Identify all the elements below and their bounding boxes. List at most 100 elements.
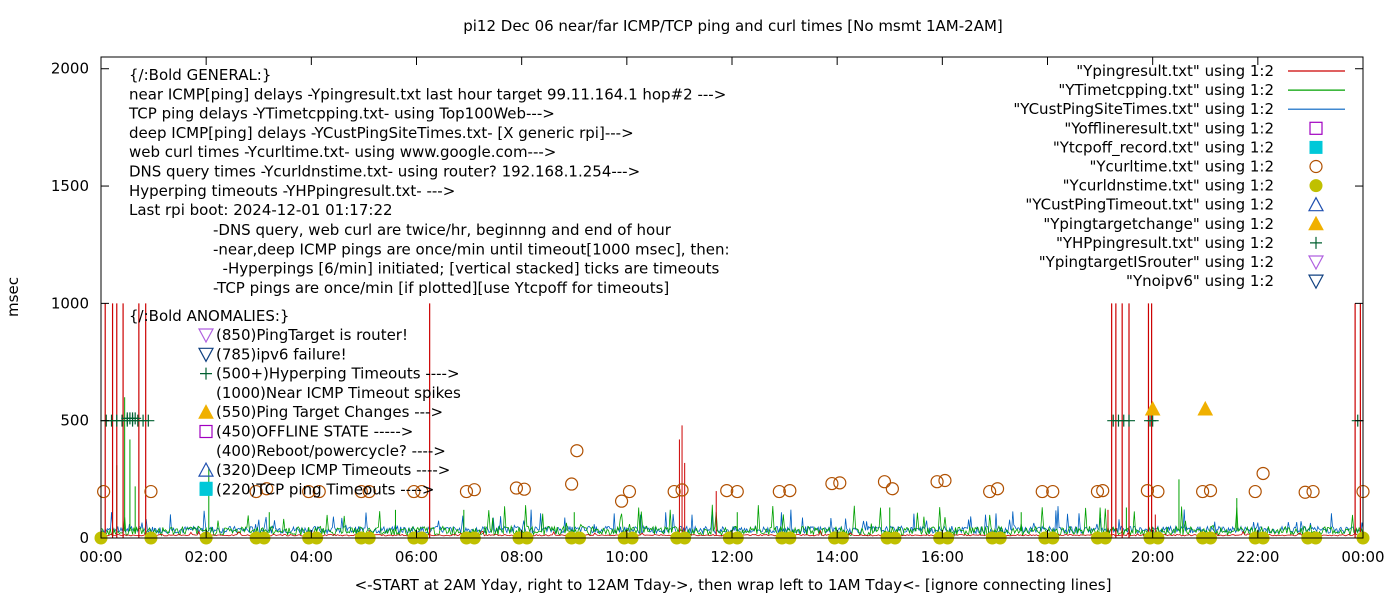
y-tick-label: 0: [79, 529, 89, 547]
curl-time-point: [517, 482, 531, 496]
legend-symbol-sample: [1307, 255, 1325, 271]
annotation-anomaly-symbol: [199, 424, 213, 439]
legend-label: "YCustPingTimeout.txt" using 1:2: [1025, 196, 1274, 214]
legend-label: "Ycurldnstime.txt" using 1:2: [1063, 177, 1274, 195]
curl-time-point: [565, 477, 579, 491]
annotation-anomaly-line: (320)Deep ICMP Timeouts ---->: [216, 461, 450, 479]
curl-time-point: [772, 484, 786, 499]
legend-label: "Ycurltime.txt" using 1:2: [1089, 158, 1274, 176]
curl-time-point: [509, 481, 524, 495]
curl-time-point: [1203, 484, 1218, 498]
x-tick-label: 00:00: [1341, 548, 1384, 566]
x-tick-label: 06:00: [395, 548, 438, 566]
curl-time-point: [144, 484, 158, 499]
y-tick-label: 500: [60, 412, 89, 430]
curl-time-point: [97, 484, 111, 499]
curl-time-point: [249, 484, 263, 499]
legend-label: "YTimetcpping.txt" using 1:2: [1058, 81, 1274, 99]
y-tick-label: 2000: [51, 60, 89, 78]
curl-time-point: [1151, 484, 1165, 499]
curl-time-point: [930, 475, 944, 489]
curl-time-point: [938, 473, 952, 488]
curl-time-point: [1248, 484, 1262, 499]
x-tick-label: 20:00: [1131, 548, 1174, 566]
axes: 0 500 1000 1500 2000 00:00 02:00 04:00 06:00 08:0…: [51, 57, 1385, 566]
annotation-general-line: near ICMP[ping] delays -Ypingresult.txt …: [129, 85, 726, 103]
legend-symbol-sample: [1309, 140, 1323, 154]
annotation-general-line: Last rpi boot: 2024-12-01 01:17:22: [129, 201, 393, 219]
annotation-general-line: Hyperping timeouts -YHPpingresult.txt- -…: [129, 182, 455, 200]
legend-label: "Ypingresult.txt" using 1:2: [1076, 62, 1274, 80]
curl-time-point: [1140, 484, 1155, 498]
curl-time-point: [667, 484, 681, 499]
annotation-anomaly-line: (1000)Near ICMP Timeout spikes: [216, 384, 461, 402]
annotation-note-line: -TCP pings are once/min [if plotted][use…: [213, 279, 669, 297]
x-tick-label: 00:00: [79, 548, 122, 566]
legend-symbol-sample: [1309, 179, 1323, 193]
curl-time-point: [1035, 484, 1049, 499]
curl-time-point: [362, 484, 376, 499]
x-tick-label: 16:00: [921, 548, 964, 566]
legend: "Ypingresult.txt" using 1:2"YTimetcpping…: [1013, 62, 1345, 290]
x-tick-label: 22:00: [1236, 548, 1279, 566]
annotation-anomaly-line: (785)ipv6 failure!: [216, 345, 347, 363]
annotation-general-line: web curl times -Ycurltime.txt- using www…: [129, 143, 556, 161]
legend-label: "Ytcpoff_record.txt" using 1:2: [1053, 138, 1274, 157]
curl-time-point: [260, 482, 274, 496]
x-axis-label: <-START at 2AM Yday, right to 12AM Tday-…: [355, 576, 1112, 594]
annotation-anomaly-line: (500+)Hyperping Timeouts ---->: [216, 365, 460, 383]
legend-label: "Ynoipv6" using 1:2: [1126, 272, 1274, 290]
curl-time-point: [675, 483, 689, 497]
curl-time-point: [877, 475, 892, 489]
curl-time-point: [1090, 484, 1105, 499]
curl-time-point: [415, 484, 429, 499]
x-tick-label: 18:00: [1026, 548, 1069, 566]
curl-time-point: [354, 484, 368, 499]
legend-symbol-sample: [1309, 121, 1323, 135]
curl-time-point: [459, 484, 474, 499]
annotation-anomaly-symbol: [199, 482, 213, 496]
annotation-anomaly-symbol: [197, 328, 215, 344]
curl-time-point: [885, 482, 899, 496]
curl-time-point: [825, 476, 839, 491]
annotations: {/:Bold GENERAL:}near ICMP[ping] delays …: [128, 66, 730, 498]
legend-label: "Ypingtargetchange" using 1:2: [1043, 215, 1274, 233]
curl-time-point: [983, 484, 997, 499]
curl-time-point: [570, 444, 584, 458]
x-tick-label: 14:00: [816, 548, 859, 566]
annotation-anomalies-title: {/:Bold ANOMALIES:}: [129, 307, 289, 325]
x-tick-label: 04:00: [290, 548, 333, 566]
hyperping-timeout-point: [1123, 414, 1135, 427]
ping-target-change-point: [1144, 400, 1161, 416]
curl-time-point: [407, 484, 421, 499]
curl-time-point: [467, 483, 481, 497]
legend-label: "Yofflineresult.txt" using 1:2: [1064, 119, 1274, 137]
y-axis-label: msec: [4, 277, 22, 317]
curl-time-point: [833, 476, 847, 490]
legend-label: "YCustPingSiteTimes.txt" using 1:2: [1013, 100, 1274, 118]
y-tick-label: 1000: [51, 294, 89, 312]
curl-time-point: [1256, 466, 1270, 481]
legend-symbol-sample: [1309, 159, 1323, 174]
x-tick-label: 12:00: [710, 548, 753, 566]
curl-time-point: [1046, 484, 1060, 499]
curl-time-point: [990, 482, 1005, 496]
annotation-anomaly-line: (220)TCP ping Timeouts ---->: [216, 480, 434, 498]
x-tick-label: 02:00: [185, 548, 228, 566]
hyperping-timeout-point: [142, 414, 155, 427]
legend-symbol-sample: [1307, 196, 1325, 212]
curl-time-point: [720, 484, 734, 498]
annotation-anomaly-line: (550)Ping Target Changes --->: [216, 403, 443, 421]
annotation-note-line: -DNS query, web curl are twice/hr, begin…: [213, 221, 672, 239]
x-tick-label: 10:00: [605, 548, 648, 566]
annotation-anomaly-line: (850)PingTarget is router!: [216, 326, 408, 344]
annotation-anomaly-line: (450)OFFLINE STATE ----->: [216, 423, 413, 441]
legend-label: "YpingtargetISrouter" using 1:2: [1039, 253, 1274, 271]
x-tick-label: 08:00: [500, 548, 543, 566]
legend-symbol-sample: [1307, 274, 1325, 290]
y-tick-label: 1500: [51, 177, 89, 195]
chart-title: pi12 Dec 06 near/far ICMP/TCP ping and c…: [463, 17, 1003, 35]
hyperping-timeout-point: [129, 412, 142, 425]
